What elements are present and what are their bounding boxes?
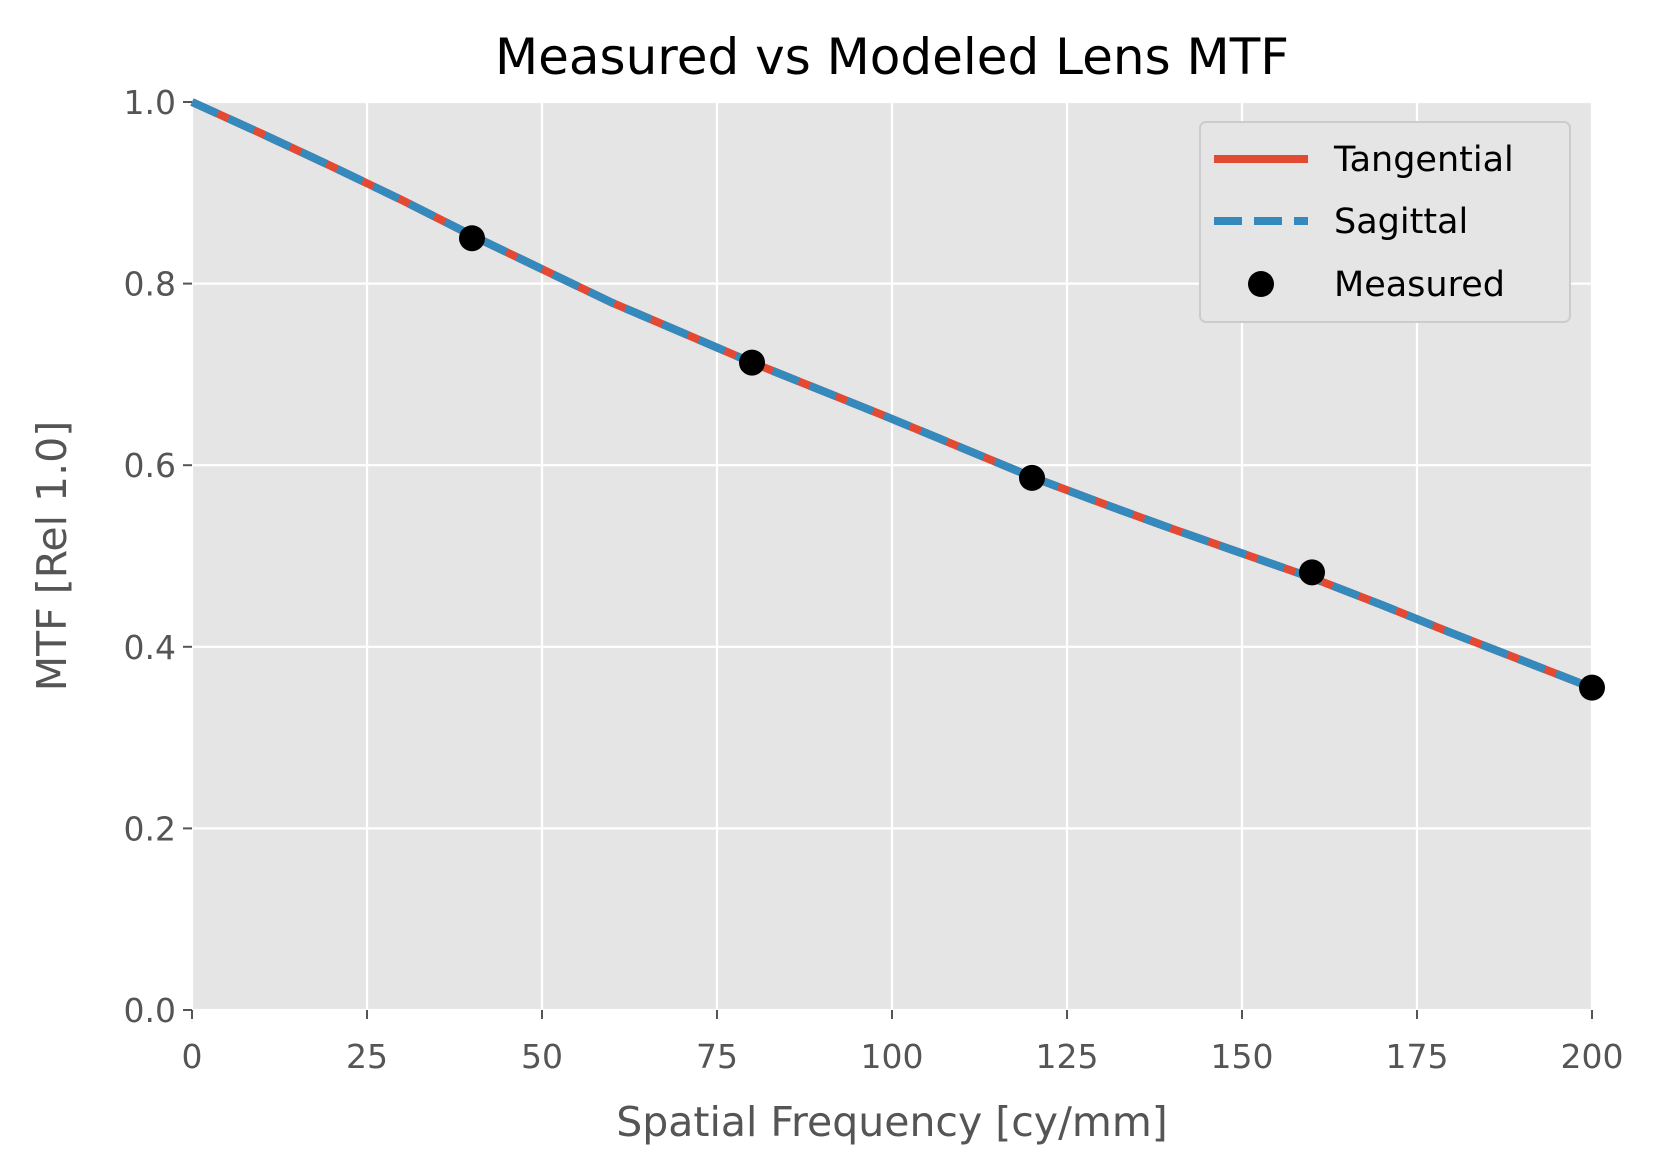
- x-tick-label: 0: [182, 1037, 203, 1076]
- legend-swatch-measured: [1248, 271, 1274, 297]
- x-tick-label: 200: [1561, 1037, 1624, 1076]
- x-axis-label: Spatial Frequency [cy/mm]: [616, 1098, 1168, 1146]
- x-tick-label: 75: [696, 1037, 738, 1076]
- measured-point: [1299, 559, 1325, 586]
- legend-box: [1199, 121, 1571, 323]
- measured-markers: [459, 225, 1605, 701]
- y-tick-label: 0.6: [124, 446, 176, 485]
- chart-title: Measured vs Modeled Lens MTF: [495, 28, 1289, 86]
- measured-point: [739, 349, 765, 376]
- y-tick-label: 0.0: [124, 991, 176, 1030]
- x-tick-label: 150: [1211, 1037, 1274, 1076]
- measured-point: [1579, 674, 1605, 701]
- x-tick-label: 25: [346, 1037, 388, 1076]
- legend-label-measured: Measured: [1334, 265, 1505, 305]
- y-axis-label: MTF [Rel 1.0]: [28, 421, 76, 692]
- y-tick-label: 0.8: [124, 265, 176, 304]
- y-tick-label: 0.2: [124, 809, 176, 848]
- y-tick-label: 0.4: [124, 628, 176, 667]
- x-tick-label: 125: [1036, 1037, 1099, 1076]
- legend: Tangential Sagittal Measured: [1199, 121, 1571, 323]
- legend-label-sagittal: Sagittal: [1334, 202, 1468, 242]
- x-tick-label: 50: [521, 1037, 563, 1076]
- series: [190, 98, 1594, 692]
- y-tick-label: 1.0: [124, 83, 176, 122]
- legend-label-tangential: Tangential: [1333, 140, 1514, 180]
- axis-ticks: 0 25 50 75 100 125 150 175 200 0.0 0.2 0.4 0.6 0.8 1.0: [124, 83, 1624, 1076]
- measured-point: [459, 225, 485, 252]
- measured-point: [1019, 464, 1045, 491]
- x-tick-label: 100: [861, 1037, 924, 1076]
- sagittal-line: [190, 98, 1594, 692]
- x-tick-label: 175: [1386, 1037, 1449, 1076]
